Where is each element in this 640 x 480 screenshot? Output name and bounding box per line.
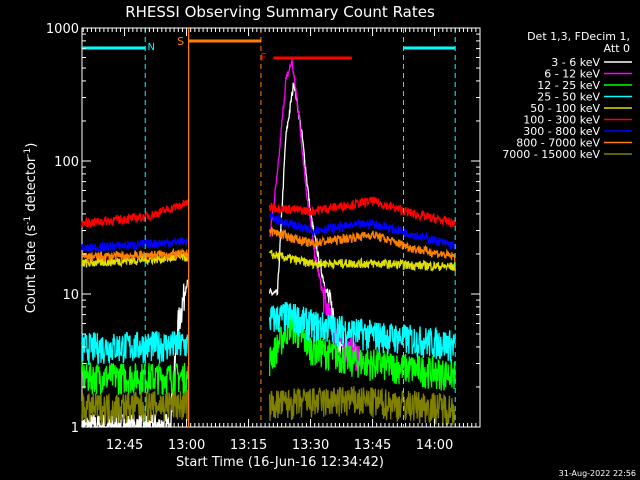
plot-area (81, 27, 481, 428)
series-line-100-300kev (81, 195, 456, 229)
series-line-25-50kev (81, 301, 456, 365)
annotation-layer: N S F (82, 28, 456, 427)
y-axis-label-part: ) (24, 143, 39, 148)
legend-entry-label: 800 - 7000 keV (516, 137, 600, 150)
x-tick-label: 14:00 (416, 438, 453, 453)
axes-layer: 12:45 13:00 13:15 13:30 13:45 14:00 1 10 100 1000 (46, 22, 481, 453)
series-line-50-100kev (81, 249, 456, 272)
legend-entry-label: 7000 - 15000 keV (502, 148, 600, 161)
x-tick-label: 13:45 (354, 438, 391, 453)
legend-entry-label: 6 - 12 keV (544, 68, 600, 81)
chart-title: RHESSI Observing Summary Count Rates (125, 3, 435, 21)
footer-date: 31-Aug-2022 22:56 (559, 469, 636, 478)
y-tick-label: 100 (54, 155, 79, 170)
y-axis-label-superscript: -1 (23, 216, 33, 225)
y-axis-label-superscript: -1 (23, 148, 33, 157)
y-axis-label-part: detector (24, 156, 39, 216)
x-axis-label: Start Time (16-Jun-16 12:34:42) (176, 455, 384, 470)
legend-entry-label: 25 - 50 keV (537, 91, 600, 104)
x-tick-label: 13:15 (230, 438, 267, 453)
series-line-7000-15000kev (81, 386, 456, 426)
plot-frame (81, 27, 481, 428)
y-tick-label: 1000 (46, 22, 79, 37)
legend-entry-label: 300 - 800 keV (523, 125, 600, 138)
series-line-300-800kev (81, 213, 456, 253)
flare-marker-label: F (260, 51, 266, 64)
series-layer (81, 59, 456, 429)
legend-entry-label: 3 - 6 keV (551, 56, 600, 69)
legend-header-line: Det 1,3, FDecim 1, (527, 30, 630, 43)
night-marker-label: N (147, 42, 154, 53)
y-tick-label: 1 (71, 421, 79, 436)
x-tick-label: 12:45 (106, 438, 143, 453)
series-line-800-7000kev (81, 226, 456, 264)
x-tick-label: 13:30 (292, 438, 329, 453)
saa-marker-label: S (177, 35, 184, 48)
y-axis-label: Count Rate (s-1 detector-1) (23, 143, 39, 314)
legend-entry-label: 50 - 100 keV (530, 102, 600, 115)
y-axis-label-part: Count Rate (s (24, 225, 39, 314)
legend-header-line: Att 0 (604, 42, 630, 55)
legend-entry-label: 100 - 300 keV (523, 114, 600, 127)
y-tick-label: 10 (62, 288, 79, 303)
x-tick-label: 13:00 (168, 438, 205, 453)
legend-entry-label: 12 - 25 keV (537, 79, 600, 92)
